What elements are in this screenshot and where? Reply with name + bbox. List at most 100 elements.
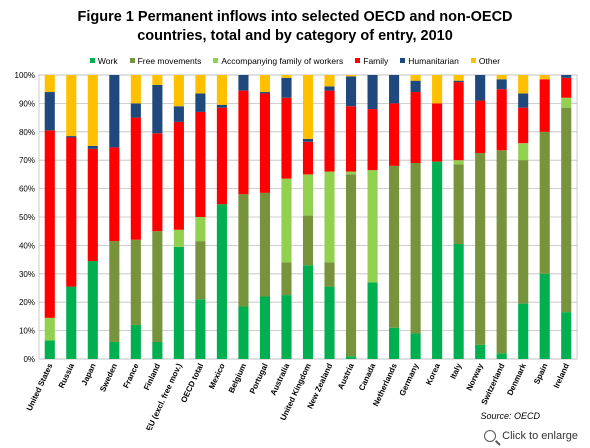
bar-segment-accompanying-family-of-workers bbox=[345, 171, 357, 175]
bar-segment-other bbox=[345, 75, 357, 77]
bar-segment-accompanying-family-of-workers bbox=[44, 317, 55, 341]
bar-segment-family bbox=[453, 82, 464, 161]
bar-segment-family bbox=[281, 97, 292, 179]
bar-segment-family bbox=[87, 148, 98, 262]
bar-stack-finland bbox=[152, 75, 163, 359]
bar-segment-humanitarian bbox=[87, 146, 98, 149]
bar-segment-accompanying-family-of-workers bbox=[518, 143, 529, 161]
bar-segment-other bbox=[281, 75, 292, 78]
bar-segment-humanitarian bbox=[44, 92, 55, 131]
bar-segment-family bbox=[432, 103, 443, 162]
legend-item-family: Family bbox=[355, 56, 388, 66]
bar-segment-humanitarian bbox=[173, 106, 184, 122]
legend-label: Free movements bbox=[137, 56, 202, 66]
bar-segment-free-movements bbox=[302, 215, 314, 266]
bar-segment-family bbox=[66, 137, 77, 287]
bar-segment-other bbox=[539, 75, 550, 80]
bar-segment-accompanying-family-of-workers bbox=[324, 171, 335, 263]
x-tick-label: Denmark bbox=[505, 362, 528, 397]
bar-segment-work bbox=[410, 333, 421, 359]
x-tick-label: Spain bbox=[532, 362, 549, 386]
bar-stack-korea bbox=[432, 75, 443, 359]
bar-segment-other bbox=[259, 75, 271, 93]
bar-segment-accompanying-family-of-workers bbox=[561, 97, 572, 108]
bar-segment-family bbox=[259, 93, 271, 193]
bar-segment-work bbox=[281, 295, 292, 359]
legend-item-humanitarian: Humanitarian bbox=[400, 56, 459, 66]
enlarge-link[interactable]: Click to enlarge bbox=[484, 430, 578, 442]
x-tick-label: United States bbox=[25, 362, 55, 413]
legend-swatch bbox=[129, 58, 135, 63]
y-tick-label: 10% bbox=[19, 327, 35, 336]
bar-segment-free-movements bbox=[453, 164, 464, 244]
x-tick-label: OECD total bbox=[179, 362, 205, 404]
x-tick-label: Mexico bbox=[207, 362, 227, 390]
bar-segment-humanitarian bbox=[109, 75, 120, 148]
bar-segment-free-movements bbox=[259, 192, 271, 297]
chart-legend: Work Free movements Accompanying family of… bbox=[0, 56, 590, 66]
bar-stack-netherlands bbox=[389, 75, 400, 359]
x-tick-label: Finland bbox=[142, 362, 162, 392]
legend-label: Other bbox=[478, 56, 501, 66]
bar-segment-work bbox=[259, 296, 271, 359]
bar-segment-family bbox=[302, 141, 314, 175]
bar-segment-work bbox=[87, 261, 98, 359]
x-tick-label: Canada bbox=[357, 362, 378, 392]
bar-segment-free-movements bbox=[475, 153, 486, 345]
bar-segment-work bbox=[539, 273, 550, 359]
bar-segment-humanitarian bbox=[496, 79, 507, 90]
bar-segment-humanitarian bbox=[238, 75, 249, 91]
bar-segment-other bbox=[216, 75, 227, 105]
bar-segment-humanitarian bbox=[389, 75, 400, 104]
bar-segment-free-movements bbox=[130, 239, 141, 325]
bar-segment-humanitarian bbox=[324, 86, 335, 91]
bar-stack-australia bbox=[281, 75, 292, 359]
bar-stack-united-states bbox=[44, 75, 55, 359]
bar-segment-family bbox=[44, 130, 55, 318]
bar-segment-humanitarian bbox=[130, 103, 141, 118]
bar-segment-family bbox=[496, 89, 507, 151]
bar-segment-work bbox=[109, 341, 120, 359]
y-tick-label: 30% bbox=[19, 270, 35, 279]
bar-segment-work bbox=[195, 299, 206, 359]
bar-segment-work bbox=[389, 327, 400, 359]
legend-swatch bbox=[400, 58, 406, 63]
magnifier-icon bbox=[484, 430, 497, 442]
bar-segment-other bbox=[410, 75, 421, 81]
bar-stack-canada bbox=[367, 75, 378, 359]
bar-segment-free-movements bbox=[345, 174, 357, 357]
bar-stack-belgium bbox=[238, 75, 249, 359]
bar-stack-japan bbox=[87, 75, 98, 359]
bar-stack-sweden bbox=[109, 75, 120, 359]
bar-segment-free-movements bbox=[238, 194, 249, 307]
bar-segment-humanitarian bbox=[259, 92, 271, 94]
bar-segment-humanitarian bbox=[66, 136, 77, 138]
bar-segment-other bbox=[173, 75, 184, 107]
x-tick-label: Norway bbox=[465, 362, 486, 392]
bar-segment-work bbox=[324, 286, 335, 359]
bar-segment-free-movements bbox=[389, 165, 400, 328]
x-tick-label: France bbox=[121, 362, 140, 390]
bar-segment-work bbox=[152, 341, 163, 359]
bar-segment-work bbox=[216, 204, 227, 359]
bar-segment-humanitarian bbox=[152, 84, 163, 134]
bar-stack-mexico bbox=[216, 75, 227, 359]
legend-label: Family bbox=[363, 56, 389, 66]
x-tick-label: Korea bbox=[424, 362, 442, 387]
bar-segment-family bbox=[324, 90, 335, 172]
x-tick-label: Australia bbox=[269, 362, 292, 397]
bar-segment-work bbox=[475, 344, 486, 359]
legend-swatch bbox=[470, 58, 476, 63]
bar-segment-work bbox=[345, 356, 357, 359]
bar-segment-humanitarian bbox=[281, 77, 292, 98]
bar-segment-humanitarian bbox=[561, 75, 572, 78]
bar-stack-denmark bbox=[518, 75, 529, 359]
bar-segment-work bbox=[561, 312, 572, 359]
bar-stack-germany bbox=[410, 75, 421, 359]
bar-segment-other bbox=[130, 75, 141, 104]
bar-segment-humanitarian bbox=[367, 75, 378, 110]
bar-segment-family bbox=[345, 106, 357, 172]
bar-segment-free-movements bbox=[324, 262, 335, 287]
chart-title-line-2: countries, total and by category of entr… bbox=[137, 28, 453, 44]
bar-stack-new-zealand bbox=[324, 75, 335, 359]
